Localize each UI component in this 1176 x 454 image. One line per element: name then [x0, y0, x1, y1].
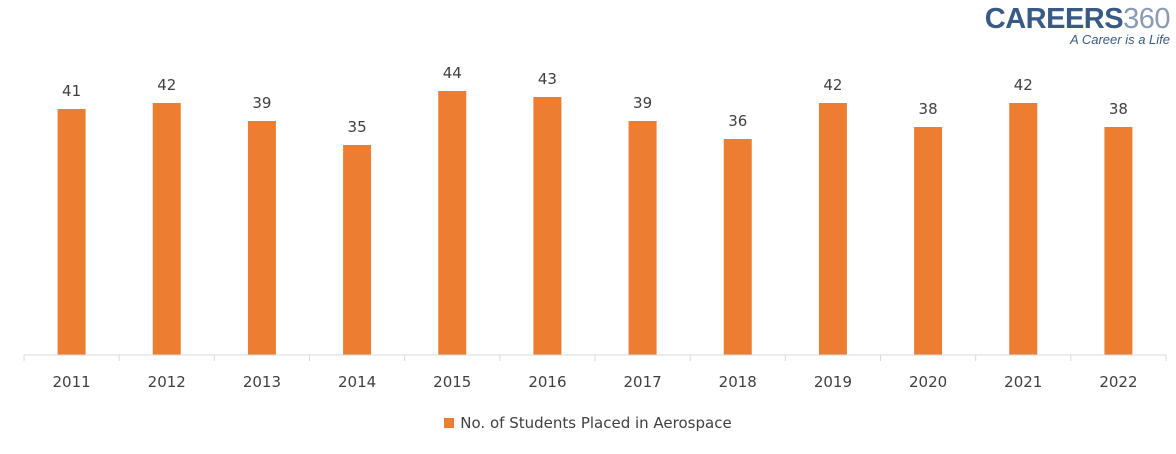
data-label-2018: 36: [728, 112, 747, 130]
data-labels-layer: 41 42 39 35 44 43 39 36 42 38 42 38: [62, 64, 1128, 136]
bar-2020: [914, 127, 943, 355]
data-label-2016: 43: [538, 70, 557, 88]
x-tick-label-2020: 2020: [909, 373, 947, 391]
data-label-2012: 42: [157, 76, 176, 94]
x-tick-label-2021: 2021: [1004, 373, 1042, 391]
x-tick-label-2012: 2012: [148, 373, 186, 391]
careers360-logo: CAREERS360 A Career is a Life: [984, 3, 1171, 47]
bar-2017: [628, 121, 657, 355]
logo-number: 360: [1123, 3, 1170, 35]
bar-2021: [1009, 103, 1038, 355]
x-tick-label-2016: 2016: [528, 373, 566, 391]
logo-word: CAREERS: [984, 3, 1124, 35]
x-axis-ticks: [23, 355, 1167, 361]
x-tick-label-2013: 2013: [243, 373, 281, 391]
legend-label: No. of Students Placed in Aerospace: [460, 414, 732, 432]
bar-2013: [247, 121, 276, 355]
data-label-2015: 44: [443, 64, 462, 82]
x-tick-label-2019: 2019: [814, 373, 852, 391]
legend-swatch: [444, 417, 455, 428]
bars-layer: [57, 91, 1133, 355]
legend: No. of Students Placed in Aerospace: [0, 414, 1176, 432]
data-label-2013: 39: [252, 94, 271, 112]
data-label-2014: 35: [348, 118, 367, 136]
data-label-2021: 42: [1014, 76, 1033, 94]
bar-2022: [1104, 127, 1133, 355]
bar-2014: [343, 145, 372, 355]
data-label-2011: 41: [62, 82, 81, 100]
x-tick-label-2015: 2015: [433, 373, 471, 391]
bar-2019: [818, 103, 847, 355]
x-tick-label-2022: 2022: [1099, 373, 1137, 391]
data-label-2017: 39: [633, 94, 652, 112]
logo-tagline: A Career is a Life: [1070, 32, 1170, 47]
bar-2011: [57, 109, 86, 355]
logo-wordmark: CAREERS360: [984, 3, 1171, 35]
x-tick-label-2011: 2011: [52, 373, 90, 391]
bar-2018: [723, 139, 752, 355]
data-label-2019: 42: [823, 76, 842, 94]
x-axis-labels: 2011 2012 2013 2014 2015 2016 2017 2018 2019 2020…: [52, 373, 1137, 391]
data-label-2020: 38: [919, 100, 938, 118]
x-tick-label-2018: 2018: [719, 373, 757, 391]
x-tick-label-2014: 2014: [338, 373, 376, 391]
bar-2012: [152, 103, 181, 355]
bar-2015: [438, 91, 467, 355]
data-label-2022: 38: [1109, 100, 1128, 118]
bar-2016: [533, 97, 562, 355]
x-tick-label-2017: 2017: [623, 373, 661, 391]
